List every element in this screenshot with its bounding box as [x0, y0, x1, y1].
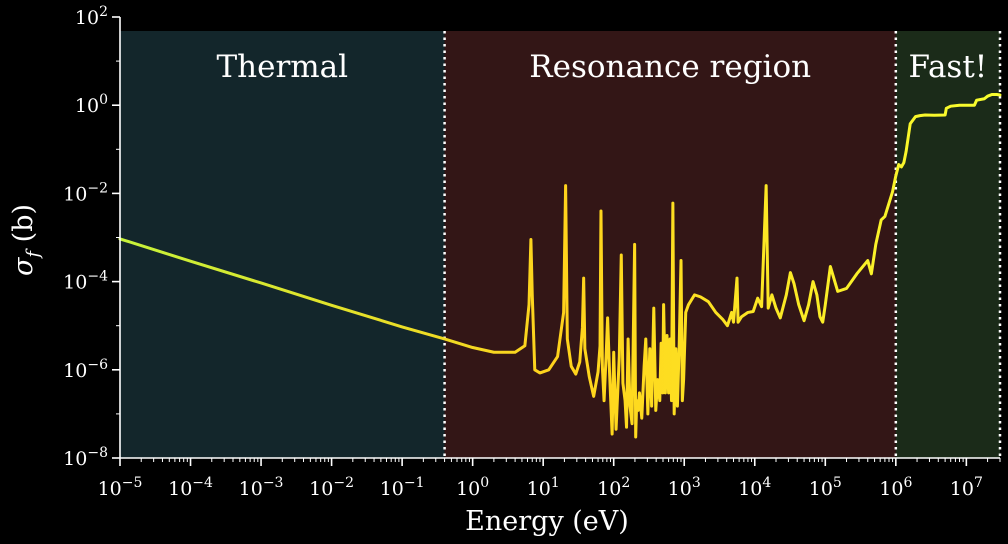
y-tick-label: 10−8: [63, 445, 108, 470]
y-tick-label: 100: [75, 92, 108, 117]
x-tick-label: 103: [668, 475, 701, 500]
x-tick-label: 10−5: [98, 475, 143, 500]
x-tick-label: 10−3: [239, 475, 284, 500]
x-tick-label: 104: [738, 475, 771, 500]
series-layer: [118, 92, 1002, 439]
region-label: Resonance region: [529, 49, 811, 85]
x-tick-label: 101: [527, 475, 560, 500]
y-tick-label: 10−4: [63, 269, 108, 294]
region-label: Fast!: [909, 49, 988, 85]
region-band-thermal: [120, 31, 445, 458]
y-axis-title-unit: (b): [8, 204, 39, 251]
svg-text:σf (b): σf (b): [8, 204, 44, 276]
x-tick-label: 106: [879, 475, 912, 500]
x-tick-label: 10−2: [309, 475, 354, 500]
x-tick-label: 10−4: [168, 475, 213, 500]
axes-layer: 10−5 10−4 10−3 10−2 10−1 100 101 102 103 104 105 10…: [63, 4, 1001, 500]
region-label: Thermal: [216, 49, 348, 85]
x-axis-title: Energy (eV): [465, 506, 629, 537]
y-tick-label: 10−6: [63, 357, 108, 382]
y-axis-title: σf (b): [8, 204, 44, 276]
x-tick-label: 107: [950, 475, 983, 500]
regions-layer: [120, 31, 1000, 458]
x-tick-label: 105: [809, 475, 842, 500]
y-tick-label: 102: [75, 4, 108, 29]
fission-cross-section-line: [118, 92, 1002, 439]
x-tick-label: 102: [597, 475, 630, 500]
region-band-fast: [895, 31, 1000, 458]
x-tick-label: 100: [456, 475, 489, 500]
y-axis-title-symbol: σ: [8, 256, 39, 276]
x-tick-label: 10−1: [380, 475, 425, 500]
y-tick-label: 10−2: [63, 180, 108, 205]
region-labels-layer: Thermal Resonance region Fast!: [216, 49, 987, 85]
